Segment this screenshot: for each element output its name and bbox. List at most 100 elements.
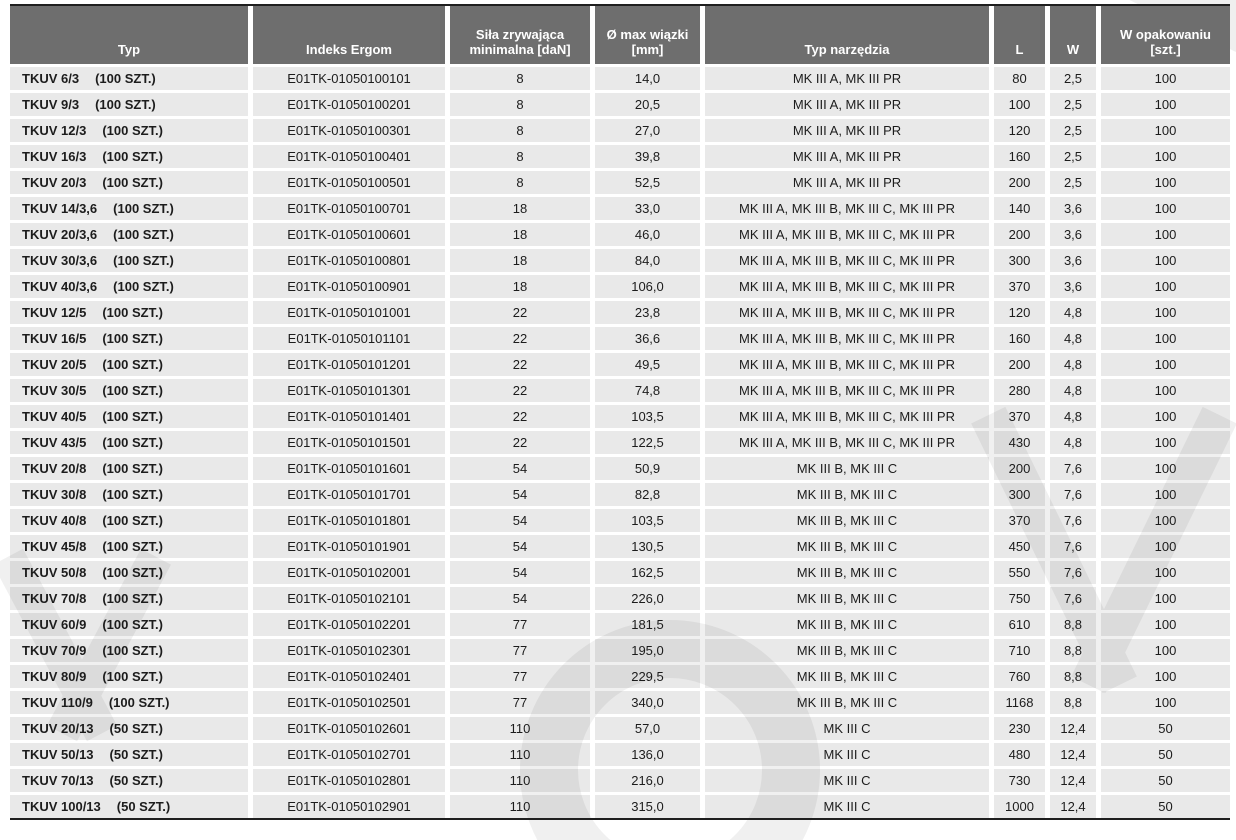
cell-typ: TKUV 30/5 (100 SZT.): [10, 379, 248, 402]
cell-sila-zrywajaca: 54: [450, 509, 590, 532]
cell-sila-zrywajaca: 110: [450, 795, 590, 818]
table-row: TKUV 12/3 (100 SZT.) E01TK-01050100301 8…: [10, 119, 1230, 142]
cell-l: 200: [994, 223, 1045, 246]
pack-quantity-note: (100 SZT.): [102, 617, 163, 632]
table-row: TKUV 9/3 (100 SZT.) E01TK-01050100201 8 …: [10, 93, 1230, 116]
cell-l: 200: [994, 457, 1045, 480]
cell-l: 300: [994, 249, 1045, 272]
cell-typ: TKUV 12/3 (100 SZT.): [10, 119, 248, 142]
cell-indeks-ergom: E01TK-01050101901: [253, 535, 445, 558]
cell-opakowanie: 100: [1101, 67, 1230, 90]
cell-l: 120: [994, 119, 1045, 142]
column-header-w: W: [1050, 6, 1096, 64]
cell-sila-zrywajaca: 22: [450, 431, 590, 454]
cell-w: 4,8: [1050, 405, 1096, 428]
table-row: TKUV 20/5 (100 SZT.) E01TK-01050101201 2…: [10, 353, 1230, 376]
pack-quantity-note: (100 SZT.): [102, 591, 163, 606]
cell-w: 4,8: [1050, 431, 1096, 454]
cell-typ: TKUV 30/8 (100 SZT.): [10, 483, 248, 506]
cell-omax-wiazki: 39,8: [595, 145, 700, 168]
cell-typ: TKUV 30/3,6 (100 SZT.): [10, 249, 248, 272]
cell-omax-wiazki: 52,5: [595, 171, 700, 194]
cell-omax-wiazki: 36,6: [595, 327, 700, 350]
product-type-label: TKUV 20/3,6: [22, 227, 98, 242]
cell-sila-zrywajaca: 54: [450, 587, 590, 610]
table-row: TKUV 50/13 (50 SZT.) E01TK-01050102701 1…: [10, 743, 1230, 766]
cell-typ: TKUV 20/8 (100 SZT.): [10, 457, 248, 480]
table-row: TKUV 43/5 (100 SZT.) E01TK-01050101501 2…: [10, 431, 1230, 454]
cell-sila-zrywajaca: 8: [450, 145, 590, 168]
product-type-label: TKUV 12/3: [22, 123, 87, 138]
cell-opakowanie: 50: [1101, 743, 1230, 766]
cell-omax-wiazki: 122,5: [595, 431, 700, 454]
product-type-label: TKUV 60/9: [22, 617, 87, 632]
pack-quantity-note: (100 SZT.): [113, 201, 174, 216]
cell-indeks-ergom: E01TK-01050101001: [253, 301, 445, 324]
cell-opakowanie: 100: [1101, 483, 1230, 506]
pack-quantity-note: (50 SZT.): [109, 721, 164, 736]
pack-quantity-note: (100 SZT.): [102, 461, 163, 476]
product-type-label: TKUV 43/5: [22, 435, 87, 450]
cell-typ-narzedzia: MK III A, MK III B, MK III C, MK III PR: [705, 353, 989, 376]
cell-typ: TKUV 110/9 (100 SZT.): [10, 691, 248, 714]
pack-quantity-note: (100 SZT.): [108, 695, 170, 710]
table-row: TKUV 30/5 (100 SZT.) E01TK-01050101301 2…: [10, 379, 1230, 402]
cell-l: 280: [994, 379, 1045, 402]
pack-quantity-note: (100 SZT.): [102, 435, 163, 450]
cell-sila-zrywajaca: 110: [450, 743, 590, 766]
cell-typ-narzedzia: MK III B, MK III C: [705, 691, 989, 714]
pack-quantity-note: (100 SZT.): [102, 383, 163, 398]
product-type-label: TKUV 40/5: [22, 409, 87, 424]
cell-typ: TKUV 45/8 (100 SZT.): [10, 535, 248, 558]
cell-l: 480: [994, 743, 1045, 766]
cell-sila-zrywajaca: 54: [450, 483, 590, 506]
pack-quantity-note: (100 SZT.): [113, 279, 174, 294]
cell-sila-zrywajaca: 22: [450, 379, 590, 402]
table-row: TKUV 40/3,6 (100 SZT.) E01TK-01050100901…: [10, 275, 1230, 298]
cell-typ-narzedzia: MK III C: [705, 795, 989, 818]
cell-indeks-ergom: E01TK-01050101501: [253, 431, 445, 454]
cell-indeks-ergom: E01TK-01050100401: [253, 145, 445, 168]
cell-typ: TKUV 70/8 (100 SZT.): [10, 587, 248, 610]
cell-omax-wiazki: 195,0: [595, 639, 700, 662]
cell-indeks-ergom: E01TK-01050102101: [253, 587, 445, 610]
cell-opakowanie: 100: [1101, 613, 1230, 636]
cell-l: 610: [994, 613, 1045, 636]
cell-l: 760: [994, 665, 1045, 688]
cell-sila-zrywajaca: 22: [450, 405, 590, 428]
table-row: TKUV 100/13 (50 SZT.) E01TK-01050102901 …: [10, 795, 1230, 818]
column-header-opakowanie: W opakowaniu [szt.]: [1101, 6, 1230, 64]
product-type-label: TKUV 100/13: [22, 799, 101, 814]
cell-indeks-ergom: E01TK-01050101601: [253, 457, 445, 480]
pack-quantity-note: (100 SZT.): [95, 71, 156, 86]
cell-omax-wiazki: 49,5: [595, 353, 700, 376]
product-type-label: TKUV 16/3: [22, 149, 87, 164]
cell-w: 8,8: [1050, 613, 1096, 636]
cell-omax-wiazki: 106,0: [595, 275, 700, 298]
cell-typ: TKUV 20/3 (100 SZT.): [10, 171, 248, 194]
cell-typ-narzedzia: MK III B, MK III C: [705, 613, 989, 636]
cell-w: 7,6: [1050, 587, 1096, 610]
cell-typ: TKUV 9/3 (100 SZT.): [10, 93, 248, 116]
cell-omax-wiazki: 27,0: [595, 119, 700, 142]
cell-opakowanie: 100: [1101, 275, 1230, 298]
cell-typ: TKUV 70/9 (100 SZT.): [10, 639, 248, 662]
cell-w: 3,6: [1050, 197, 1096, 220]
cell-sila-zrywajaca: 18: [450, 249, 590, 272]
cell-sila-zrywajaca: 110: [450, 769, 590, 792]
cell-typ: TKUV 20/3,6 (100 SZT.): [10, 223, 248, 246]
pack-quantity-note: (50 SZT.): [116, 799, 171, 814]
cell-w: 2,5: [1050, 67, 1096, 90]
cell-sila-zrywajaca: 22: [450, 301, 590, 324]
cell-l: 1000: [994, 795, 1045, 818]
table-row: TKUV 16/5 (100 SZT.) E01TK-01050101101 2…: [10, 327, 1230, 350]
cell-typ-narzedzia: MK III C: [705, 769, 989, 792]
pack-quantity-note: (100 SZT.): [102, 565, 163, 580]
cell-w: 8,8: [1050, 639, 1096, 662]
cell-sila-zrywajaca: 8: [450, 171, 590, 194]
cell-w: 3,6: [1050, 275, 1096, 298]
cell-sila-zrywajaca: 8: [450, 67, 590, 90]
pack-quantity-note: (100 SZT.): [102, 149, 163, 164]
cell-typ-narzedzia: MK III B, MK III C: [705, 457, 989, 480]
cell-typ: TKUV 40/3,6 (100 SZT.): [10, 275, 248, 298]
